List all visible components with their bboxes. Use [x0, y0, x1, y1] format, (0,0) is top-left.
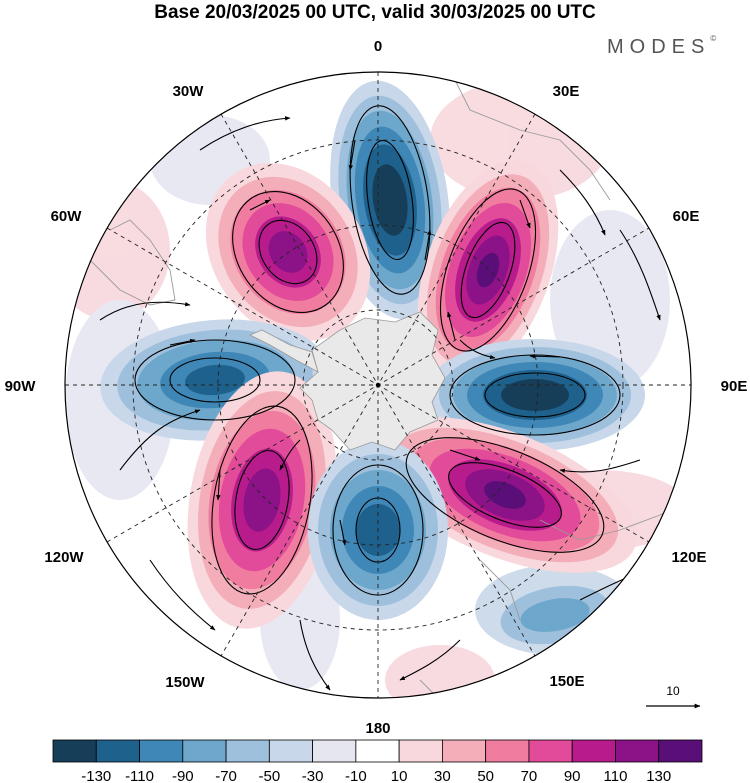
- colorbar-swatch: [528, 739, 573, 763]
- colorbar-swatch: [485, 739, 530, 763]
- colorbar-tick-label: 30: [434, 768, 451, 783]
- colorbar-swatch: [225, 739, 270, 763]
- lon-label-30e: 30E: [553, 83, 580, 100]
- colorbar-swatch: [398, 739, 443, 763]
- colorbar-tick-label: 90: [564, 768, 581, 783]
- colorbar-tick-label: -70: [215, 768, 237, 783]
- antarctica-mask: [299, 311, 446, 451]
- colorbar-tick-label: 70: [521, 768, 538, 783]
- longitude-labels: 0 30E 60E 90E 120E 150E 180 150W 120W 90…: [5, 38, 748, 737]
- colorbar-swatch: [95, 739, 140, 763]
- lon-label-60w: 60W: [51, 208, 83, 225]
- colorbar-swatch: [312, 739, 357, 763]
- colorbar-tick-label: 110: [604, 768, 628, 783]
- antarctic-peninsula: [249, 329, 319, 373]
- lon-label-120e: 120E: [671, 549, 706, 566]
- anomaly-lobe-30e: [417, 159, 559, 381]
- colorbar-tick-label: -90: [172, 768, 194, 783]
- colorbar-swatch: [571, 739, 616, 763]
- colorbar-tick-label: 130: [646, 768, 671, 783]
- colorbar-swatch: [52, 739, 97, 763]
- map-border: [64, 71, 692, 699]
- lon-label-90w: 90W: [5, 378, 37, 395]
- map-title: Base 20/03/2025 00 UTC, valid 30/03/2025…: [154, 2, 596, 23]
- colorbar-tick-label: 10: [391, 768, 408, 783]
- lon-label-0: 0: [374, 38, 382, 55]
- colorbar-swatch: [658, 739, 703, 763]
- brand-name: MODES: [607, 36, 711, 58]
- colorbar-swatch: [355, 739, 400, 763]
- reference-vector-label: 10: [666, 684, 680, 698]
- colorbar-ticks: -130 -110 -90 -70 -50 -30 -10 10 30 50 70 90 110 130: [81, 768, 671, 783]
- colorbar-tick-label: -130: [81, 768, 111, 783]
- colorbar-swatch: [441, 739, 487, 763]
- lon-label-60e: 60E: [673, 208, 700, 225]
- colorbar-tick-label: -50: [258, 768, 280, 783]
- colorbar-swatch: [615, 739, 660, 763]
- reference-vector: 10: [646, 684, 701, 709]
- lon-label-120w: 120W: [44, 549, 84, 566]
- colorbar-swatch: [139, 739, 184, 763]
- colorbar-swatches: [52, 739, 703, 763]
- modes-logo: MODES©: [607, 34, 717, 59]
- colorbar-tick-label: -110: [125, 768, 154, 783]
- colorbar-swatch: [182, 739, 227, 763]
- south-pole-marker: [375, 382, 381, 388]
- colorbar-swatch: [268, 739, 313, 763]
- lon-label-150e: 150E: [549, 673, 584, 690]
- lon-label-30w: 30W: [173, 83, 205, 100]
- copyright-mark: ©: [710, 34, 717, 43]
- anomaly-lobe-120e: [373, 417, 637, 573]
- lon-label-180: 180: [365, 720, 390, 737]
- lon-label-90e: 90E: [721, 378, 748, 395]
- field-layer: [65, 72, 691, 698]
- colorbar-tick-label: 50: [477, 768, 494, 783]
- colorbar-tick-label: -10: [345, 768, 367, 783]
- colorbar-tick-label: -30: [302, 768, 324, 783]
- lon-label-150w: 150W: [165, 674, 205, 691]
